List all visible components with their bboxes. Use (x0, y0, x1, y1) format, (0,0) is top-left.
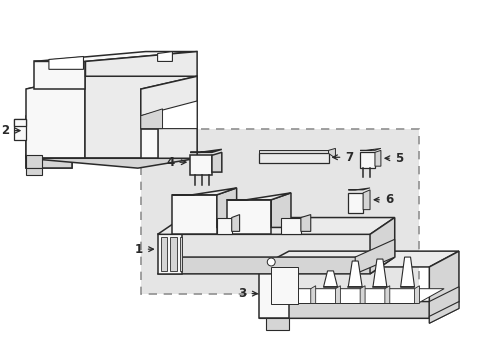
Polygon shape (26, 76, 85, 158)
Polygon shape (310, 286, 315, 303)
Polygon shape (323, 271, 337, 287)
Polygon shape (160, 237, 167, 271)
Polygon shape (259, 302, 458, 318)
Polygon shape (428, 287, 458, 323)
Polygon shape (281, 217, 300, 234)
Polygon shape (347, 261, 362, 287)
Polygon shape (384, 286, 389, 303)
Polygon shape (300, 215, 310, 231)
Polygon shape (26, 76, 197, 89)
Polygon shape (360, 152, 374, 168)
Text: 1: 1 (134, 243, 153, 256)
Polygon shape (49, 57, 83, 69)
Polygon shape (271, 289, 443, 303)
Polygon shape (141, 129, 157, 158)
Polygon shape (26, 168, 42, 175)
Polygon shape (271, 267, 297, 303)
Polygon shape (141, 76, 197, 129)
Polygon shape (190, 149, 222, 152)
Polygon shape (266, 318, 288, 330)
Polygon shape (26, 158, 197, 168)
Polygon shape (226, 200, 271, 234)
Polygon shape (428, 251, 458, 318)
Polygon shape (157, 51, 172, 62)
Polygon shape (428, 302, 458, 323)
Polygon shape (374, 150, 380, 166)
Polygon shape (360, 286, 365, 303)
Polygon shape (271, 193, 290, 228)
Polygon shape (347, 193, 363, 213)
Polygon shape (259, 153, 328, 163)
Polygon shape (347, 188, 369, 190)
Circle shape (267, 258, 275, 266)
Polygon shape (400, 257, 414, 287)
Polygon shape (259, 267, 288, 318)
Polygon shape (369, 217, 394, 274)
Polygon shape (180, 237, 182, 271)
Polygon shape (34, 51, 197, 62)
Polygon shape (170, 237, 177, 271)
Polygon shape (85, 76, 197, 158)
Polygon shape (328, 148, 335, 158)
Polygon shape (26, 155, 42, 168)
Text: 7: 7 (332, 151, 353, 164)
Polygon shape (217, 217, 231, 234)
Polygon shape (85, 51, 197, 76)
Polygon shape (141, 101, 197, 129)
Text: 3: 3 (238, 287, 257, 300)
Polygon shape (190, 155, 211, 175)
Polygon shape (157, 234, 182, 274)
Polygon shape (259, 150, 328, 153)
Polygon shape (211, 152, 222, 172)
Polygon shape (26, 91, 197, 116)
Polygon shape (14, 119, 26, 140)
Polygon shape (360, 148, 380, 150)
Polygon shape (172, 195, 217, 234)
Polygon shape (363, 190, 369, 210)
Polygon shape (34, 62, 85, 89)
Polygon shape (141, 109, 162, 129)
Polygon shape (226, 193, 290, 200)
Polygon shape (14, 119, 26, 126)
Polygon shape (231, 215, 239, 231)
Polygon shape (26, 155, 71, 168)
Polygon shape (259, 251, 458, 267)
Polygon shape (335, 286, 340, 303)
Polygon shape (217, 188, 236, 228)
Bar (141, 129, 419, 294)
Polygon shape (157, 217, 394, 234)
Polygon shape (172, 188, 236, 195)
Polygon shape (141, 76, 197, 129)
Text: 2: 2 (1, 124, 20, 137)
Polygon shape (157, 116, 197, 158)
Polygon shape (414, 286, 419, 303)
Text: 4: 4 (166, 156, 185, 169)
Polygon shape (26, 116, 71, 168)
Text: 5: 5 (384, 152, 402, 165)
Polygon shape (157, 257, 394, 274)
Text: 6: 6 (373, 193, 392, 206)
Polygon shape (372, 259, 386, 287)
Polygon shape (354, 239, 394, 274)
